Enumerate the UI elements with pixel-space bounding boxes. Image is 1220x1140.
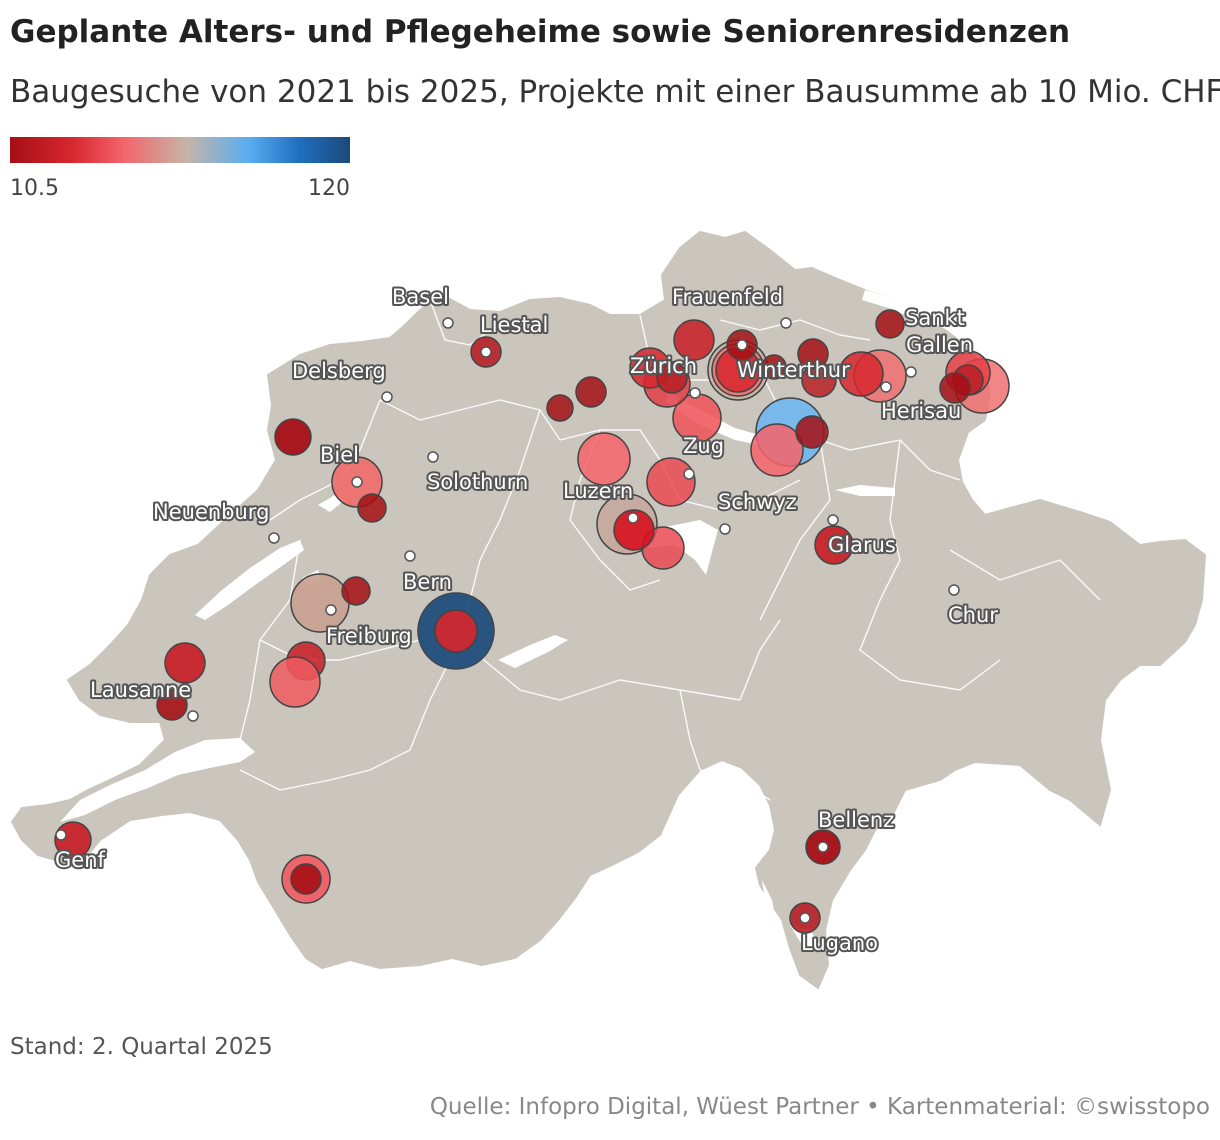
city-dot-basel: [442, 317, 454, 329]
lake-maggiore: [762, 880, 778, 940]
city-dot-zuerich: [689, 387, 701, 399]
switzerland-map: Basel Liestal Delsberg Biel Solothurn Ne…: [10, 230, 1207, 990]
project-bubble: [939, 372, 971, 404]
project-bubble: [341, 576, 371, 606]
city-dot-schwyz: [719, 523, 731, 535]
city-dot-luzern: [627, 512, 639, 524]
lake-walensee: [835, 485, 895, 496]
city-labels: Basel Liestal Delsberg Biel Solothurn Ne…: [53, 283, 1000, 957]
project-bubble: [646, 457, 696, 507]
project-bubble: [546, 394, 574, 422]
city-dot-delsberg: [381, 391, 393, 403]
city-dot-frauenfeld: [780, 317, 792, 329]
source-note: Quelle: Infopro Digital, Wüest Partner •…: [429, 1094, 1210, 1120]
city-label-liestal: Liestal: [480, 313, 548, 337]
canton-borders: [239, 299, 1101, 801]
city-label-winterthur: Winterthur: [737, 358, 850, 382]
city-label-zug: Zug: [683, 434, 724, 458]
city-dots: [55, 317, 960, 924]
city-label-glarus: Glarus: [828, 533, 896, 557]
city-dot-genf: [55, 829, 67, 841]
city-label-bern: Bern: [403, 570, 452, 594]
city-dot-biel: [351, 476, 363, 488]
city-label-biel: Biel: [320, 443, 359, 467]
city-dot-sankt-gallen: [905, 366, 917, 378]
project-bubbles: [54, 309, 1010, 934]
lake-neuchatel: [195, 540, 304, 620]
city-label-herisau: Herisau: [881, 399, 961, 423]
city-dot-herisau: [880, 381, 892, 393]
project-bubble: [814, 525, 854, 565]
city-dot-chur: [948, 584, 960, 596]
project-bubble: [156, 689, 188, 721]
city-dot-winterthur: [736, 339, 748, 351]
city-dot-bellenz: [817, 841, 829, 853]
city-label-basel: Basel: [392, 285, 449, 309]
project-bubble: [761, 354, 787, 380]
city-dot-lugano: [799, 912, 811, 924]
project-bubble: [575, 376, 607, 408]
city-label-delsberg: Delsberg: [292, 359, 386, 383]
city-dot-zug: [683, 468, 695, 480]
country-shape: [10, 230, 1207, 990]
city-label-genf: Genf: [55, 848, 106, 872]
project-bubble: [577, 432, 631, 486]
lake-constance: [862, 290, 935, 325]
city-label-schwyz: Schwyz: [718, 490, 797, 514]
legend-max-label: 120: [308, 176, 350, 201]
project-bubble: [656, 362, 688, 394]
city-dot-glarus: [827, 514, 839, 526]
project-bubble: [801, 362, 837, 398]
project-bubble: [290, 863, 322, 895]
city-dot-solothurn: [427, 451, 439, 463]
chart-subtitle: Baugesuche von 2021 bis 2025, Projekte m…: [10, 74, 1220, 110]
city-label-sankt: Sankt: [905, 306, 965, 330]
lake-geneva: [60, 738, 255, 822]
project-bubble: [274, 418, 312, 456]
legend-min-label: 10.5: [10, 176, 59, 201]
project-bubble: [838, 351, 884, 397]
city-label-lugano: Lugano: [801, 931, 878, 955]
city-label-gallen: Gallen: [906, 333, 973, 357]
city-label-freiburg: Freiburg: [326, 624, 412, 648]
project-bubble: [269, 656, 321, 708]
city-label-zuerich: Zürich: [630, 354, 697, 378]
city-dot-neuenburg: [268, 532, 280, 544]
city-label-frauenfeld: Frauenfeld: [672, 285, 783, 309]
city-label-neuenburg: Neuenburg: [153, 500, 269, 524]
project-bubble: [434, 609, 478, 653]
project-bubble: [357, 493, 387, 523]
project-bubble: [795, 415, 829, 449]
project-bubble: [613, 509, 655, 551]
city-dot-freiburg: [325, 604, 337, 616]
data-status-note: Stand: 2. Quartal 2025: [10, 1034, 273, 1060]
chart-title: Geplante Alters- und Pflegeheime sowie S…: [10, 14, 1071, 50]
city-label-bellenz: Bellenz: [818, 808, 894, 832]
city-label-solothurn: Solothurn: [427, 470, 528, 494]
lake-thun-brienz: [498, 635, 568, 668]
color-legend-bar: [10, 137, 350, 163]
city-dot-liestal: [480, 346, 492, 358]
city-label-lausanne: Lausanne: [90, 678, 191, 702]
project-bubble: [875, 309, 905, 339]
project-bubble: [164, 642, 206, 684]
city-label-chur: Chur: [948, 603, 998, 627]
project-bubble: [673, 319, 715, 361]
city-label-luzern: Luzern: [563, 479, 633, 503]
project-bubble: [750, 423, 804, 477]
city-dot-lausanne: [187, 710, 199, 722]
city-dot-bern: [404, 550, 416, 562]
